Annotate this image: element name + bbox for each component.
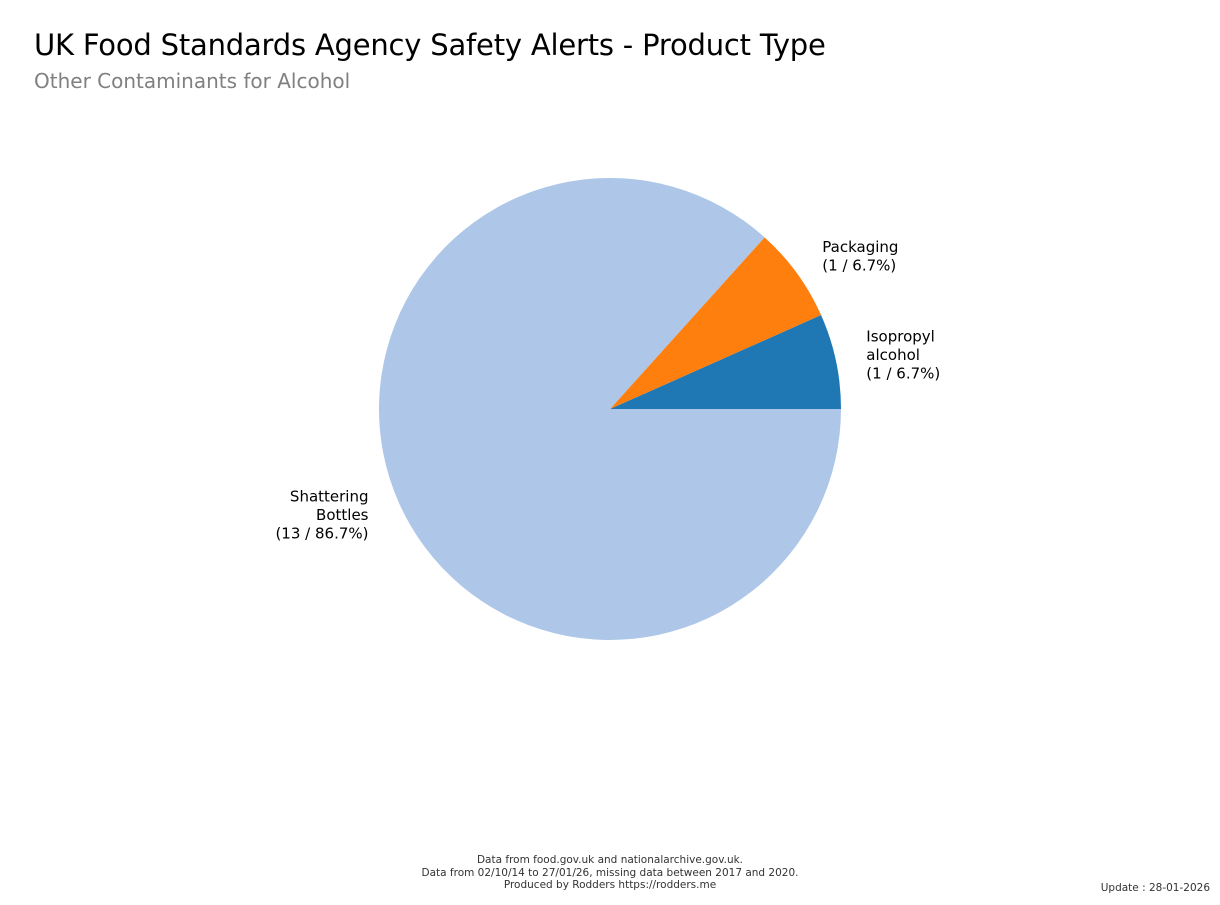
slice-label-line: (1 / 6.7%) — [822, 256, 896, 274]
footer-credit-line: Data from 02/10/14 to 27/01/26, missing … — [421, 866, 799, 879]
slice-label-line: Bottles — [316, 506, 369, 524]
pie-labels: Isopropyl alcohol (1 / 6.7%)Packaging (1 / … — [275, 238, 940, 542]
slice-label-line: Packaging — [822, 238, 898, 256]
chart-title: UK Food Standards Agency Safety Alerts -… — [34, 28, 826, 62]
pie-slice-isopropyl-alcohol — [610, 315, 841, 409]
slice-label-line: Shattering — [290, 487, 369, 505]
slice-label-packaging: Packaging (1 / 6.7%) — [822, 238, 898, 275]
pie-slices — [379, 177, 841, 640]
slice-label-isopropyl-alcohol: Isopropyl alcohol (1 / 6.7%) — [866, 327, 940, 382]
slice-label-line: alcohol — [866, 346, 920, 364]
update-date: Update : 28-01-2026 — [1100, 882, 1210, 894]
footer-credits: Data from food.gov.uk and nationalarchiv… — [0, 854, 1220, 892]
chart-subtitle: Other Contaminants for Alcohol — [34, 69, 351, 93]
slice-label-line: (1 / 6.7%) — [866, 364, 940, 382]
footer-credit-line: Data from food.gov.uk and nationalarchiv… — [476, 854, 744, 866]
footer-credit-line: Produced by Rodders https://rodders.me — [503, 879, 717, 891]
slice-label-line: Isopropyl — [866, 327, 935, 345]
pie-slice-shattering-bottles — [379, 177, 841, 640]
pie-slice-packaging — [610, 237, 822, 409]
slice-label-shattering-bottles: Shattering Bottles (13 / 86.7%) — [275, 487, 368, 542]
slice-label-line: (13 / 86.7%) — [275, 524, 368, 542]
